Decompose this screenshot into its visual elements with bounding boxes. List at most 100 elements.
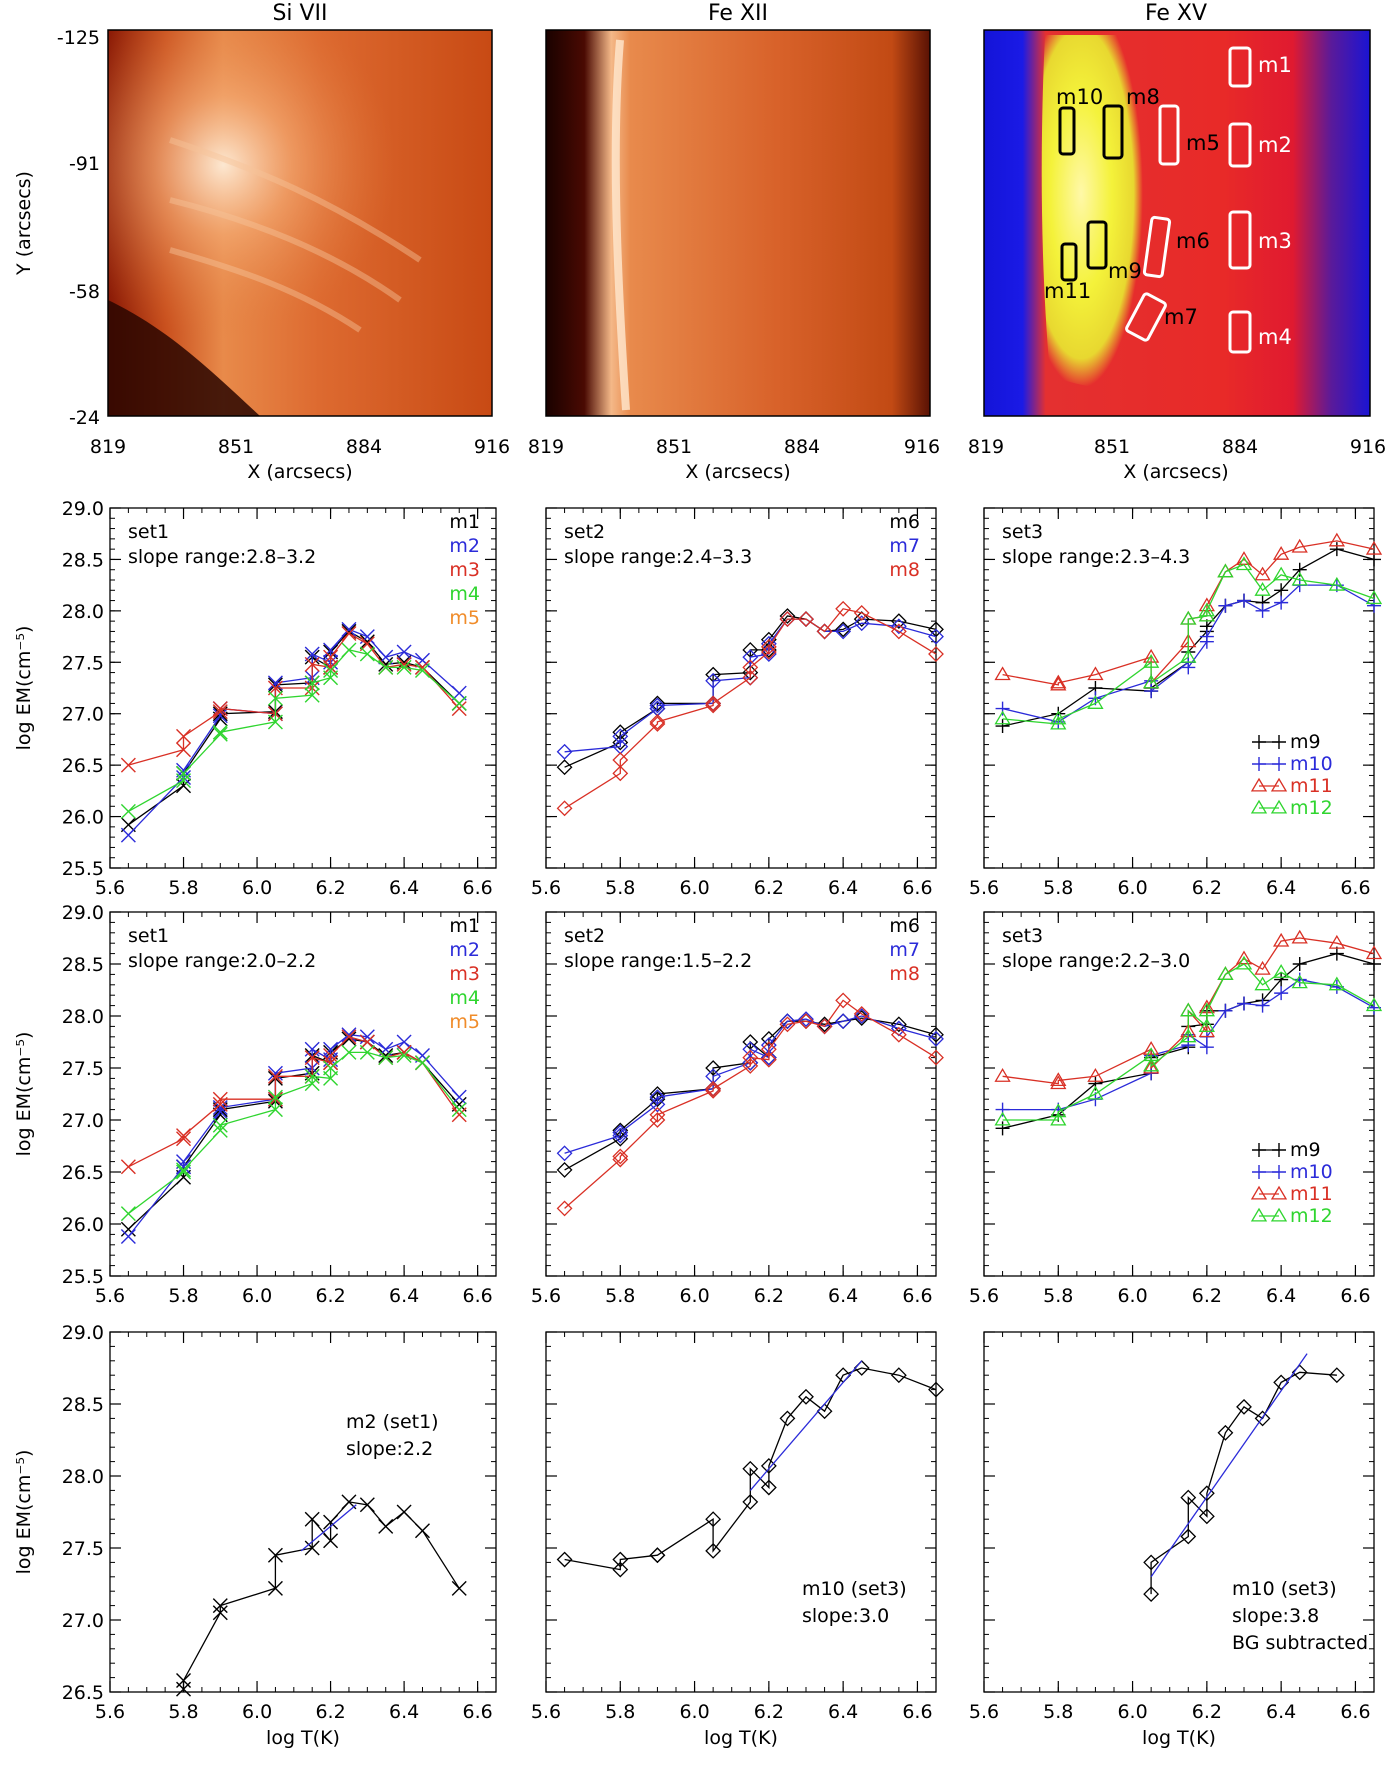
si-vii-xlabel: X (arcsecs) (247, 461, 352, 483)
data-point-m10 (1274, 986, 1289, 1001)
data-point-m7 (835, 623, 852, 640)
data-point-m12 (1050, 1103, 1067, 1118)
data-point-m8 (742, 1049, 759, 1066)
si-vii-frame (107, 29, 493, 417)
y-tick-label: 28.0 (62, 1466, 104, 1488)
x-tick-label: 6.0 (679, 1701, 709, 1723)
legend-entry-m9: m9 (1290, 1139, 1321, 1161)
legend-entry-m12: m12 (1290, 1205, 1333, 1227)
data-point-m7 (798, 1011, 814, 1028)
data-point-m1 (341, 1031, 357, 1047)
data-point-m12 (1291, 974, 1308, 989)
chart-panels: 5.6 5.8 6.0 6.2 6.4 6.6 25.5 26.0 26.5 27.0 27.5 28… (13, 498, 1383, 1749)
region-box-m5 (1158, 104, 1180, 166)
data-point-m10 (1255, 603, 1270, 618)
data-point-m3 (176, 1128, 192, 1144)
y-tick-label: 27.0 (62, 704, 104, 726)
fe-xii-xlabel: X (arcsecs) (685, 461, 790, 483)
data-point-m8 (890, 1026, 907, 1043)
data-point-m9 (1367, 957, 1381, 971)
series-line-m8 (564, 999, 937, 1209)
x-tick-label: 6.6 (902, 1701, 932, 1723)
series-m3 (120, 1029, 467, 1175)
x-tick-label: 5.8 (1043, 877, 1073, 899)
x-tick-label: 6.6 (463, 877, 493, 899)
data-point-m8 (612, 1148, 629, 1165)
data-point-m7 (853, 1008, 870, 1024)
x-tick-label: 5.6 (95, 1285, 125, 1307)
data-point-m12 (1180, 648, 1197, 663)
si-vii-loops (169, 137, 422, 333)
x-tick-label: 5.8 (168, 1285, 198, 1307)
legend-marker-m12 (1250, 799, 1268, 814)
plot-frame (109, 911, 497, 1277)
x-tick-label: 6.4 (1266, 877, 1296, 899)
data-point-data (1273, 1374, 1290, 1391)
data-point-m8 (816, 623, 833, 640)
data-point-data (928, 1381, 944, 1398)
data-point-m3 (212, 1091, 228, 1107)
data-point-m9 (1292, 957, 1307, 971)
data-point-m10 (1237, 593, 1251, 608)
data-point-m1 (378, 656, 394, 672)
data-point-m9 (1274, 583, 1289, 598)
data-point-m4 (304, 687, 320, 703)
x-tick-label: 6.4 (1266, 1701, 1296, 1723)
data-point-m2 (341, 1027, 357, 1043)
si-vii-xtick-3: 916 (474, 436, 510, 458)
data-point-data (451, 1580, 467, 1596)
legend-entry-m5: m5 (449, 607, 480, 629)
annotation-line: slope:3.0 (802, 1605, 889, 1627)
data-point-m11 (1365, 945, 1383, 960)
data-point-m4 (120, 803, 136, 819)
data-point-m12 (1198, 607, 1215, 622)
data-point-m8 (760, 638, 777, 655)
region-box-m6 (1142, 215, 1172, 279)
legend-entry-m4: m4 (449, 583, 480, 605)
data-point-m2 (451, 1089, 467, 1105)
data-point-m12 (1198, 1002, 1215, 1017)
plot-frame (109, 1331, 497, 1693)
si-vii-xtick-1: 851 (218, 436, 254, 458)
data-point-m8 (890, 623, 907, 640)
series-line-m12 (1002, 563, 1375, 725)
data-point-m6 (890, 613, 907, 630)
region-label-m5: m5 (1186, 131, 1220, 155)
region-label-m11: m11 (1044, 279, 1091, 303)
data-point-data (556, 1551, 573, 1568)
data-point-m10 (995, 1102, 1010, 1117)
plot-frame (545, 1331, 937, 1693)
si-vii-ylabel: Y (arcsecs) (13, 171, 35, 276)
x-axis-label: log T(K) (266, 1727, 340, 1749)
data-point-m4 (323, 670, 339, 686)
region-box-m2 (1228, 122, 1252, 168)
data-point-m4 (451, 695, 467, 711)
data-point-m8 (779, 611, 796, 628)
data-point-m7 (742, 649, 759, 666)
si-vii-ytick-2: -58 (69, 281, 100, 303)
data-point-m4 (359, 646, 375, 662)
data-point-m7 (649, 1096, 666, 1113)
data-point-m7 (779, 1013, 796, 1030)
data-point-data (212, 1605, 228, 1621)
legend-entry-m5: m5 (449, 1011, 480, 1033)
slope-range-label: slope range:2.4–3.3 (564, 546, 752, 568)
data-point-m7 (928, 1030, 944, 1047)
data-point-m3 (323, 649, 339, 665)
data-point-m3 (212, 704, 228, 720)
x-tick-label: 6.4 (389, 1285, 419, 1307)
data-point-m12 (1050, 715, 1067, 730)
x-tick-label: 6.0 (242, 1701, 272, 1723)
region-label-m8: m8 (1126, 85, 1160, 109)
data-point-m7 (556, 743, 573, 760)
region-box-m1 (1228, 46, 1252, 88)
fe-xv-xtick-1: 851 (1094, 436, 1130, 458)
y-tick-label: 28.5 (62, 954, 104, 976)
data-point-m8 (649, 716, 666, 732)
data-point-m10 (1144, 684, 1159, 699)
data-point-m2 (120, 827, 136, 843)
data-point-m8 (649, 714, 666, 730)
data-point-m9 (1329, 542, 1344, 557)
data-point-m11 (1291, 538, 1308, 553)
y-tick-label: 26.0 (62, 1214, 104, 1236)
